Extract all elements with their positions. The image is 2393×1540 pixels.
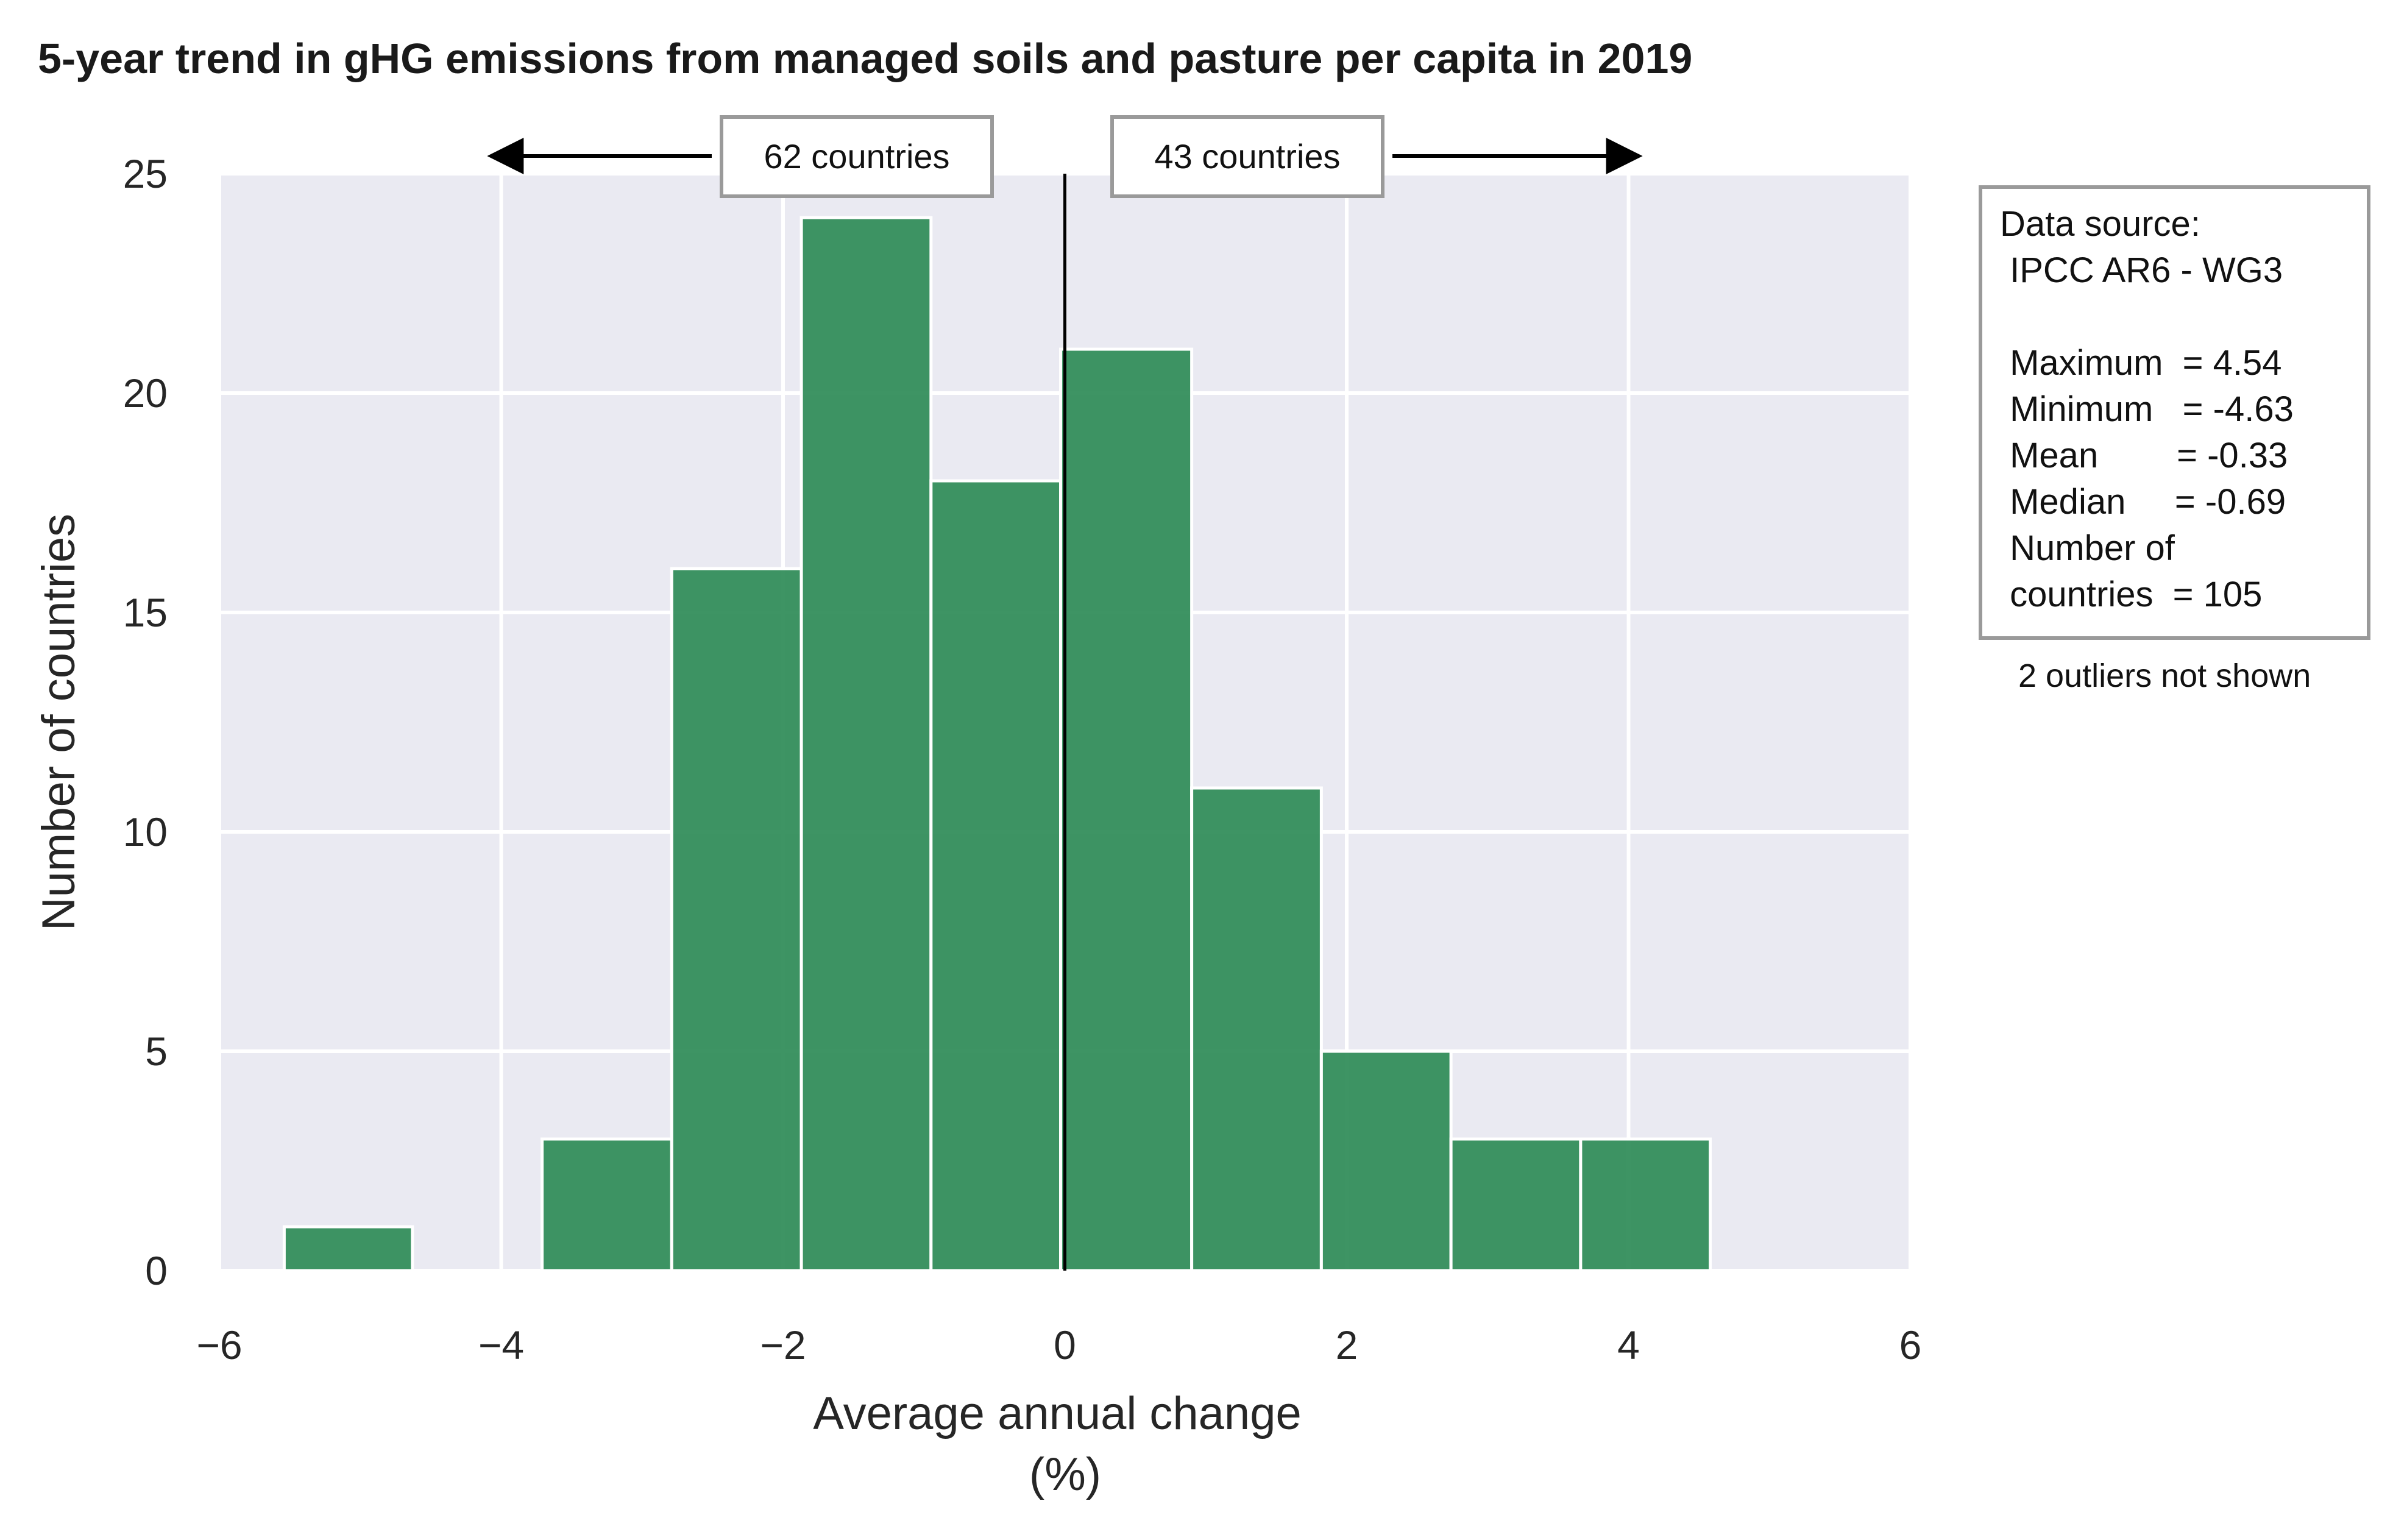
y-tick-labels: 0 5 10 15 20 25 [123, 151, 168, 1293]
stats-line: countries = 105 [2000, 575, 2262, 614]
x-tick-labels: −6 −4 −2 0 2 4 6 [196, 1322, 1921, 1368]
right-count-label: 43 countries [1154, 137, 1340, 176]
histogram-bar [799, 216, 933, 1272]
histogram-bar [282, 1225, 414, 1272]
histogram-bar [670, 567, 803, 1272]
x-axis-label: Average annual change [813, 1388, 1302, 1439]
stats-line: IPCC AR6 - WG3 [2000, 250, 2283, 290]
x-tick-label: −6 [196, 1322, 242, 1368]
histogram-bar [1449, 1137, 1583, 1272]
y-tick-label: 10 [123, 809, 168, 854]
left-count-box [720, 115, 994, 198]
x-tick-label: 4 [1617, 1322, 1640, 1368]
stats-line: Mean = -0.33 [2000, 436, 2288, 475]
left-count-label: 62 countries [764, 137, 949, 176]
y-tick-label: 25 [123, 151, 168, 196]
histogram-bar [929, 479, 1063, 1272]
x-tick-label: 2 [1336, 1322, 1358, 1368]
histogram-bar [1319, 1049, 1453, 1272]
stats-line: Minimum = -4.63 [2000, 389, 2294, 429]
x-axis-unit-label: (%) [1029, 1449, 1101, 1500]
stats-line: Data source: [2000, 204, 2200, 244]
x-tick-label: 6 [1899, 1322, 1922, 1368]
stats-line: Number of [2000, 528, 2175, 568]
y-tick-label: 15 [123, 590, 168, 635]
x-tick-label: −4 [478, 1322, 524, 1368]
y-tick-label: 5 [145, 1029, 168, 1074]
stats-line: Maximum = 4.54 [2000, 343, 2282, 383]
histogram-bar [1190, 786, 1323, 1272]
x-tick-label: −2 [760, 1322, 806, 1368]
y-tick-label: 0 [145, 1248, 168, 1293]
stats-box [1979, 185, 2370, 640]
y-axis-label: Number of countries [33, 514, 85, 931]
chart-title: 5-year trend in gHG emissions from manag… [38, 35, 1692, 82]
stats-text: Data source: IPCC AR6 - WG3 Maximum = 4.… [2000, 204, 2294, 614]
right-count-box [1110, 115, 1384, 198]
histogram-bar [541, 1137, 673, 1272]
x-tick-label: 0 [1054, 1322, 1076, 1368]
histogram-bars [282, 216, 1712, 1272]
histogram-bar [1579, 1137, 1712, 1272]
outliers-footnote: 2 outliers not shown [2018, 658, 2311, 694]
stats-line: Median = -0.69 [2000, 482, 2286, 522]
histogram-bar [1059, 347, 1194, 1272]
y-tick-label: 20 [123, 371, 168, 416]
